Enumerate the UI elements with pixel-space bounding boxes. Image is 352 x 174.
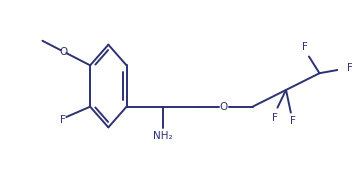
Text: F: F: [272, 113, 277, 122]
Text: NH₂: NH₂: [153, 131, 172, 141]
Text: F: F: [347, 63, 352, 73]
Text: O: O: [59, 47, 68, 57]
Text: F: F: [59, 116, 65, 125]
Text: F: F: [290, 116, 296, 126]
Text: O: O: [220, 102, 228, 112]
Text: F: F: [302, 42, 308, 52]
